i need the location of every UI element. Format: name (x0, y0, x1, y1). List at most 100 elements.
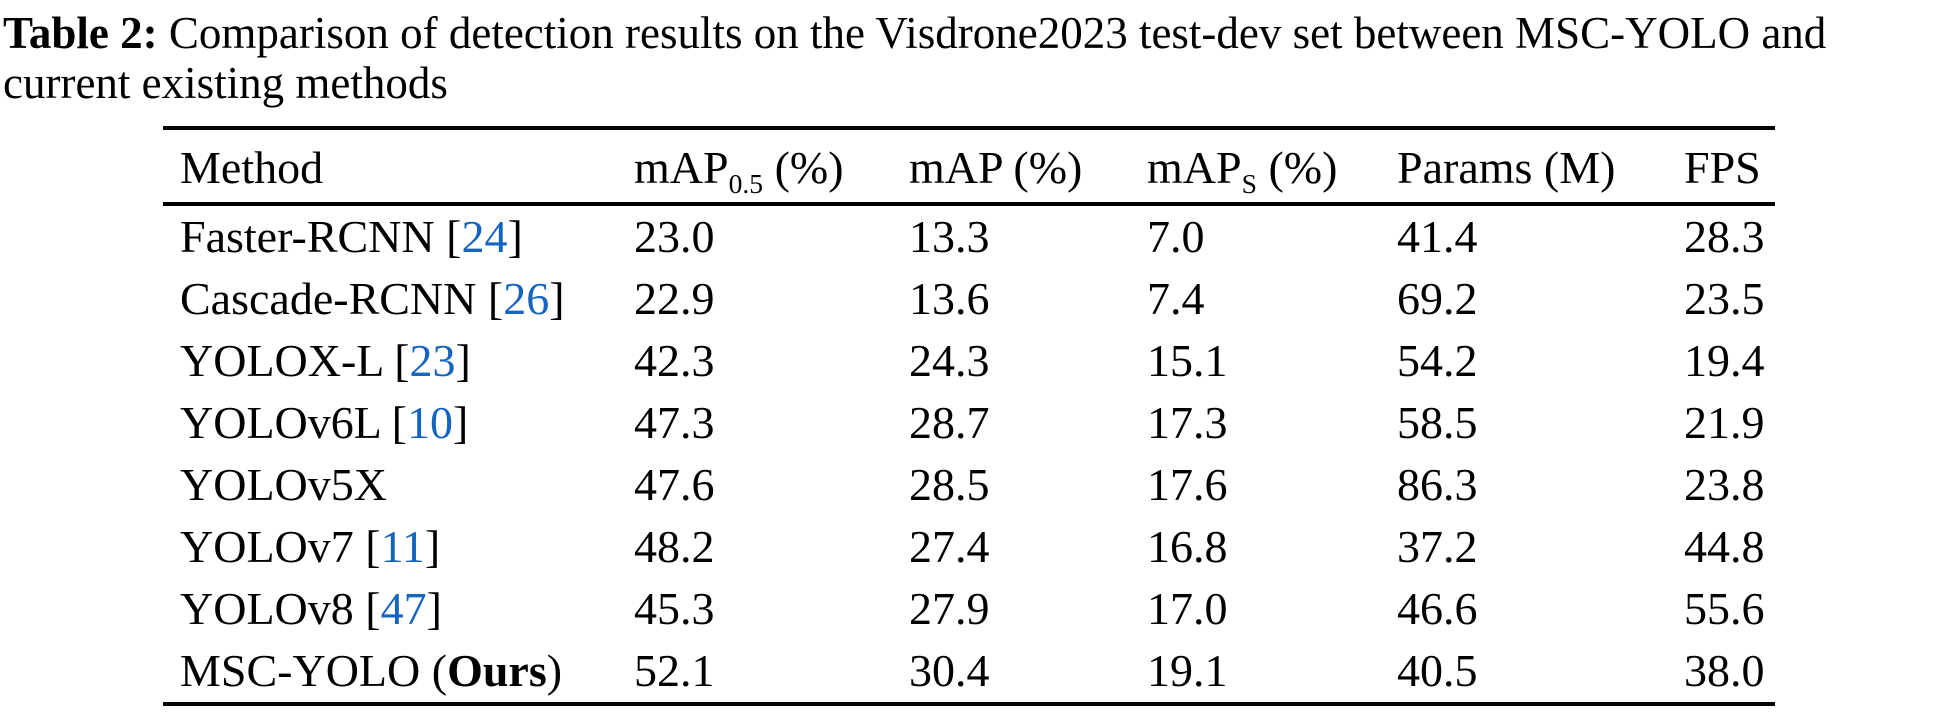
col-header-method: Method (163, 128, 634, 206)
method-cell: MSC-YOLO (Ours) (163, 640, 634, 704)
value-cell: 17.0 (1147, 583, 1228, 634)
header-subscript: 0.5 (728, 168, 764, 200)
value-cell: 23.0 (634, 211, 715, 262)
value-cell: 17.6 (1147, 459, 1228, 510)
value-cell: 48.2 (634, 521, 715, 572)
caption-line2: current existing methods (3, 58, 448, 108)
value-cell: 27.9 (909, 583, 990, 634)
value-cell: 69.2 (1397, 273, 1478, 324)
value-cell: 22.9 (634, 273, 715, 324)
value-cell: 47.3 (634, 397, 715, 448)
value-cell: 30.4 (909, 645, 990, 696)
value-cell: 86.3 (1397, 459, 1478, 510)
value-cell: 7.4 (1147, 273, 1205, 324)
caption-line1: Comparison of detection results on the V… (168, 8, 1827, 58)
method-text: YOLOv6L [ (180, 397, 407, 448)
method-text: YOLOv5X (180, 459, 387, 510)
value-cell: 52.1 (634, 645, 715, 696)
value-cell: 28.5 (909, 459, 990, 510)
method-cell: YOLOv8 [47] (163, 578, 634, 640)
value-cell: 37.2 (1397, 521, 1478, 572)
value-cell: 24.3 (909, 335, 990, 386)
results-table: Method mAP0.5 (%) mAP (%) mAPS (%) Param… (163, 126, 1775, 706)
value-cell: 15.1 (1147, 335, 1228, 386)
value-cell: 44.8 (1684, 521, 1765, 572)
header-row: Method mAP0.5 (%) mAP (%) mAPS (%) Param… (163, 128, 1775, 206)
citation-link[interactable]: 47 (380, 583, 427, 634)
header-label: FPS (1684, 142, 1761, 193)
method-cell: YOLOv7 [11] (163, 516, 634, 578)
value-cell: 13.3 (909, 211, 990, 262)
citation-link[interactable]: 23 (409, 335, 456, 386)
value-cell: 42.3 (634, 335, 715, 386)
value-cell: 40.5 (1397, 645, 1478, 696)
value-cell: 55.6 (1684, 583, 1765, 634)
value-cell: 7.0 (1147, 211, 1205, 262)
method-text: ] (455, 335, 471, 386)
table-row: YOLOv5X 47.6 28.5 17.6 86.3 23.8 (163, 454, 1775, 516)
col-header-map05: mAP0.5 (%) (634, 128, 909, 206)
table-body: Faster-RCNN [24] 23.0 13.3 7.0 41.4 28.3 Casca… (163, 204, 1775, 704)
table-row: YOLOv7 [11] 48.2 27.4 16.8 37.2 44.8 (163, 516, 1775, 578)
table-row: YOLOX-L [23] 42.3 24.3 15.1 54.2 19.4 (163, 330, 1775, 392)
value-cell: 21.9 (1684, 397, 1765, 448)
method-text: ] (452, 397, 469, 448)
value-cell: 19.1 (1147, 645, 1228, 696)
method-text: Cascade-RCNN [ (180, 273, 504, 324)
header-label: Method (180, 142, 324, 193)
header-unit: (%) (763, 142, 844, 193)
table-caption: Table 2: Comparison of detection results… (3, 8, 1954, 108)
value-cell: 38.0 (1684, 645, 1765, 696)
method-text: ) (546, 645, 563, 696)
header-label: mAP (1147, 142, 1242, 193)
method-text: YOLOX-L [ (180, 335, 410, 386)
table-row: Faster-RCNN [24] 23.0 13.3 7.0 41.4 28.3 (163, 204, 1775, 268)
header-unit: (%) (1001, 142, 1083, 193)
value-cell: 41.4 (1397, 211, 1478, 262)
citation-link[interactable]: 10 (406, 397, 453, 448)
value-cell: 17.3 (1147, 397, 1228, 448)
header-label: Params (M) (1397, 142, 1616, 193)
header-unit: (%) (1256, 142, 1338, 193)
col-header-map: mAP (%) (909, 128, 1147, 206)
method-text: Faster-RCNN [ (180, 211, 462, 262)
value-cell: 54.2 (1397, 335, 1478, 386)
col-header-fps: FPS (1684, 128, 1775, 206)
method-text: YOLOv7 [ (180, 521, 381, 572)
value-cell: 13.6 (909, 273, 990, 324)
method-cell: YOLOX-L [23] (163, 330, 634, 392)
method-text: ] (507, 211, 523, 262)
header-label: mAP (634, 142, 729, 193)
value-cell: 58.5 (1397, 397, 1478, 448)
header-subscript: S (1241, 168, 1257, 200)
header-label: mAP (909, 142, 1002, 193)
method-cell: YOLOv6L [10] (163, 392, 634, 454)
citation-link[interactable]: 11 (380, 521, 425, 572)
method-text: YOLOv8 [ (180, 583, 381, 634)
citation-link[interactable]: 24 (461, 211, 508, 262)
method-text: MSC-YOLO ( (180, 645, 448, 696)
value-cell: 45.3 (634, 583, 715, 634)
value-cell: 16.8 (1147, 521, 1228, 572)
paper-table-figure: Table 2: Comparison of detection results… (0, 8, 1954, 720)
value-cell: 27.4 (909, 521, 990, 572)
table-row: YOLOv8 [47] 45.3 27.9 17.0 46.6 55.6 (163, 578, 1775, 640)
table-row: MSC-YOLO (Ours) 52.1 30.4 19.1 40.5 38.0 (163, 640, 1775, 704)
citation-link[interactable]: 26 (503, 273, 550, 324)
value-cell: 19.4 (1684, 335, 1765, 386)
value-cell: 47.6 (634, 459, 715, 510)
table-row: Cascade-RCNN [26] 22.9 13.6 7.4 69.2 23.5 (163, 268, 1775, 330)
col-header-params: Params (M) (1397, 128, 1684, 206)
method-text: Ours (447, 645, 547, 696)
value-cell: 23.8 (1684, 459, 1765, 510)
method-text: ] (424, 521, 441, 572)
caption-label: Table 2: (3, 8, 158, 58)
value-cell: 28.7 (909, 397, 990, 448)
method-text: ] (426, 583, 442, 634)
method-cell: YOLOv5X (163, 454, 634, 516)
table-row: YOLOv6L [10] 47.3 28.7 17.3 58.5 21.9 (163, 392, 1775, 454)
method-text: ] (549, 273, 565, 324)
value-cell: 23.5 (1684, 273, 1765, 324)
method-cell: Faster-RCNN [24] (163, 204, 634, 268)
col-header-maps: mAPS (%) (1147, 128, 1397, 206)
